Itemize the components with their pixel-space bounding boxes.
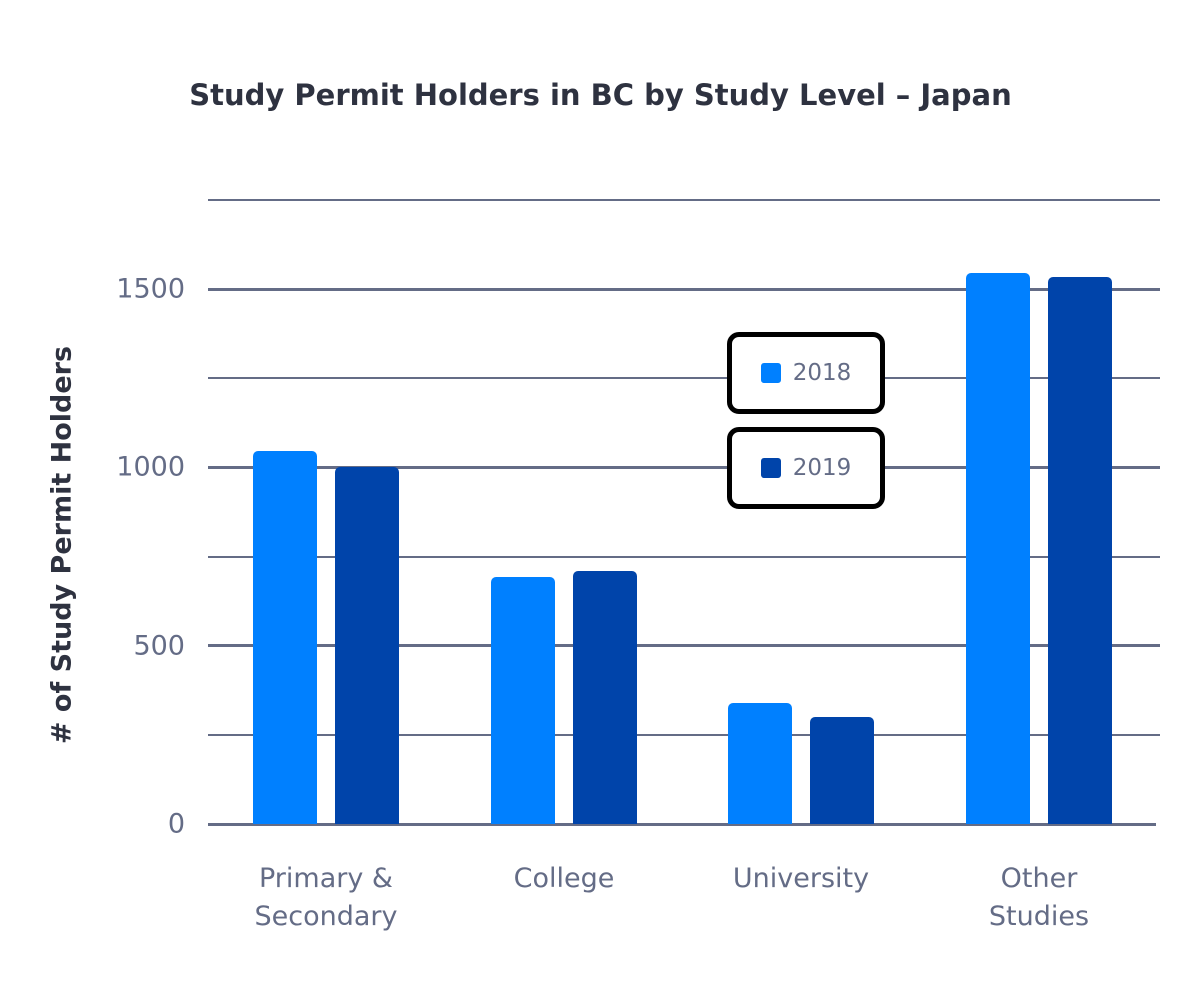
bar-2019 (810, 717, 874, 824)
legend-label: 2018 (792, 360, 852, 386)
legend-label: 2019 (792, 455, 852, 481)
y-tick-label: 1000 (116, 451, 185, 483)
y-tick-label: 1500 (116, 273, 185, 305)
bar-2019 (573, 571, 637, 824)
legend-item-2018: 2018 (727, 332, 885, 414)
legend-item-2019: 2019 (727, 427, 885, 509)
x-category-label: Other Studies (988, 863, 1090, 932)
bar-2019 (1048, 276, 1112, 824)
gridline (208, 733, 1160, 736)
bar-2019 (335, 466, 399, 824)
bar-2018 (728, 703, 792, 824)
chart-title: Study Permit Holders in BC by Study Leve… (189, 78, 1012, 112)
gridline (208, 198, 1160, 201)
y-tick-label: 500 (133, 630, 185, 662)
gridline (208, 822, 1156, 826)
bar-2018 (253, 450, 317, 824)
legend-swatch-2018 (760, 363, 781, 383)
y-axis-label: # of Study Permit Holders (46, 345, 78, 745)
gridline (208, 287, 1160, 291)
x-category-label: Primary & Secondary (254, 863, 398, 932)
x-category-label: College (513, 863, 615, 894)
gridline (208, 555, 1160, 558)
legend-swatch-2019 (760, 458, 781, 478)
gridline (208, 377, 1160, 380)
gridline (208, 644, 1160, 648)
y-tick-label: 0 (167, 808, 185, 840)
bar-2018 (491, 577, 555, 824)
x-category-label: University (732, 863, 870, 894)
gridline (208, 465, 1160, 469)
bar-2018 (966, 272, 1030, 824)
